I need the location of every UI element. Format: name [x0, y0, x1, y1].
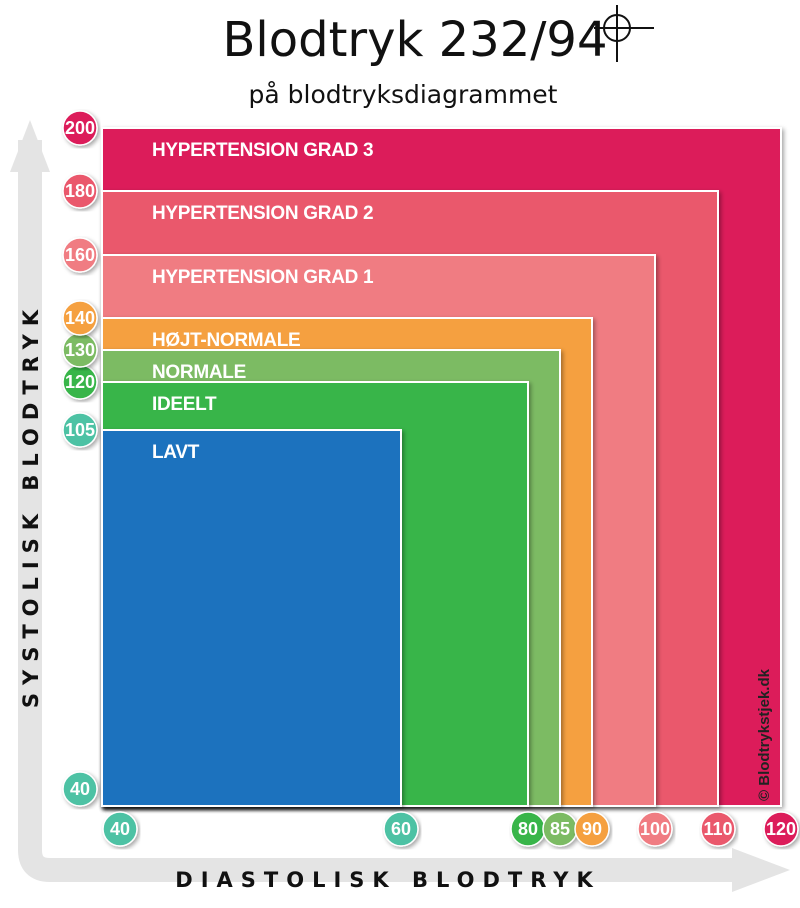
tick-label: 160	[65, 245, 95, 265]
axis-arrow	[10, 120, 790, 892]
x-tick-100: 100	[637, 811, 673, 847]
tick-badge	[62, 300, 98, 336]
x-tick-110: 110	[700, 811, 736, 847]
y-tick-180: 180	[62, 173, 98, 209]
x-tick-85: 85	[542, 811, 578, 847]
tick-label: 200	[65, 118, 95, 138]
tick-label: 85	[550, 819, 570, 839]
tick-label: 130	[65, 340, 95, 360]
tick-badge	[62, 173, 98, 209]
tick-label: 80	[518, 819, 538, 839]
y-axis-label: SYSTOLISK BLODTRYK	[19, 302, 43, 708]
x-tick-80: 80	[510, 811, 546, 847]
x-tick-60: 60	[383, 811, 419, 847]
zone-label: LAVT	[152, 442, 200, 463]
zone-label: IDEELT	[152, 394, 217, 415]
y-tick-40: 40	[62, 771, 98, 807]
zone-label: HYPERTENSION GRAD 3	[152, 140, 373, 161]
zones-layer: HYPERTENSION GRAD 3 HYPERTENSION GRAD 2 HY…	[101, 127, 782, 807]
zone-rect	[101, 429, 402, 807]
tick-badge	[62, 237, 98, 273]
tick-badge	[62, 412, 98, 448]
tick-badge	[700, 811, 736, 847]
tick-label: 120	[65, 372, 95, 392]
zone-label: NORMALE	[152, 362, 246, 383]
tick-label: 100	[640, 819, 670, 839]
tick-label: 40	[70, 779, 90, 799]
tick-label: 90	[582, 819, 602, 839]
tick-label: 120	[766, 819, 796, 839]
crosshair-icon	[594, 5, 654, 62]
zone-label: HØJT-NORMALE	[152, 330, 300, 351]
tick-badge	[62, 110, 98, 146]
x-ticks: 40 60 80 85 90 100 110 120	[102, 811, 799, 847]
tick-badge	[574, 811, 610, 847]
tick-label: 40	[110, 819, 130, 839]
x-axis-label: DIASTOLISK BLODTRYK	[175, 868, 600, 892]
x-tick-40: 40	[102, 811, 138, 847]
page-title: Blodtryk 232/94	[222, 12, 608, 68]
tick-label: 105	[65, 420, 95, 440]
y-ticks: 40 105 120 130 140 160 180 200	[62, 110, 98, 807]
y-tick-160: 160	[62, 237, 98, 273]
y-tick-130: 130	[62, 332, 98, 368]
tick-label: 110	[703, 819, 732, 839]
tick-label: 60	[391, 819, 411, 839]
zone-label: HYPERTENSION GRAD 1	[152, 267, 374, 288]
tick-label: 180	[65, 181, 95, 201]
zone-label: HYPERTENSION GRAD 2	[152, 203, 373, 224]
y-tick-120: 120	[62, 364, 98, 400]
y-tick-105: 105	[62, 412, 98, 448]
x-tick-90: 90	[574, 811, 610, 847]
tick-badge	[383, 811, 419, 847]
tick-badge	[763, 811, 799, 847]
watermark: © Blodtrykstjek.dk	[756, 668, 773, 801]
tick-badge	[102, 811, 138, 847]
y-tick-140: 140	[62, 300, 98, 336]
zone-6: LAVT	[101, 429, 402, 807]
page-subtitle: på blodtryksdiagrammet	[248, 80, 558, 109]
tick-badge	[62, 771, 98, 807]
tick-badge	[637, 811, 673, 847]
x-tick-120: 120	[763, 811, 799, 847]
tick-label: 140	[65, 308, 95, 328]
y-tick-200: 200	[62, 110, 98, 146]
